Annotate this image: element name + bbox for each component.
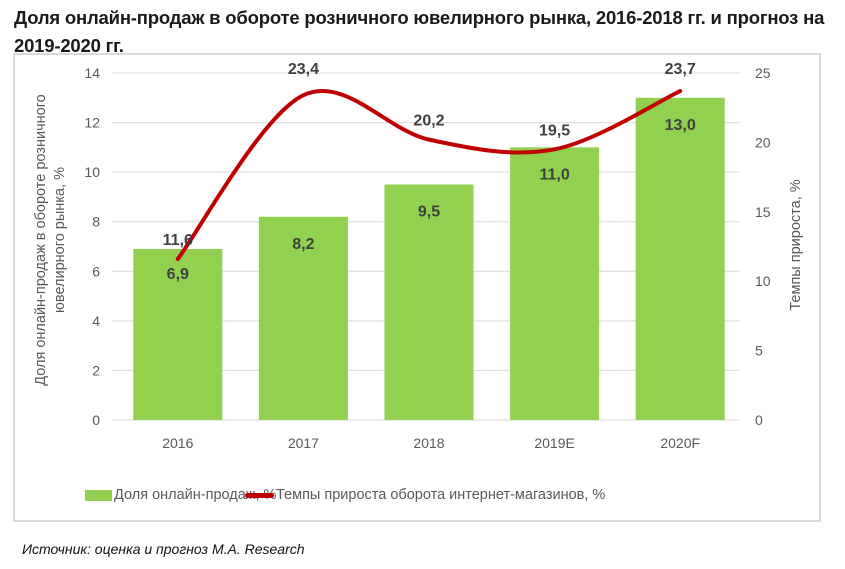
bar — [384, 184, 474, 420]
legend-swatch-bar — [85, 489, 112, 501]
y-right-tick-label: 20 — [755, 134, 771, 150]
y-tick-label: 12 — [84, 115, 100, 131]
y-axis-title: Доля онлайн-продаж в обороте розничного ю… — [33, 94, 68, 385]
x-tick-label: 2017 — [288, 435, 319, 451]
line-value-label: 11,6 — [163, 232, 193, 249]
bar-value-label: 11,0 — [539, 166, 569, 183]
chart-frame — [13, 53, 821, 522]
y-right-tick-label: 25 — [755, 65, 771, 81]
bar-value-label: 6,9 — [167, 266, 189, 283]
line-value-label: 23,7 — [665, 61, 696, 78]
y-tick-label: 6 — [92, 263, 100, 279]
bar-value-label: 13,0 — [665, 117, 696, 134]
y-right-tick-label: 15 — [755, 204, 771, 220]
y-tick-label: 4 — [92, 313, 100, 329]
y-tick-label: 8 — [92, 214, 100, 230]
x-tick-label: 2016 — [162, 435, 193, 451]
y-tick-label: 0 — [92, 412, 100, 428]
y-tick-label: 14 — [84, 65, 100, 81]
y-tick-label: 10 — [84, 164, 100, 180]
legend-swatch-line — [245, 492, 274, 498]
line-value-label: 20,2 — [413, 113, 444, 130]
line-value-label: 19,5 — [539, 122, 570, 139]
y-tick-label: 2 — [92, 362, 100, 378]
y-right-axis-title: Темпы прироста, % — [788, 179, 804, 310]
y-right-tick-label: 0 — [755, 412, 763, 428]
legend-label-line: Темпы прироста оборота интернет-магазино… — [276, 487, 606, 503]
bar — [510, 147, 600, 420]
x-tick-label: 2020F — [660, 435, 700, 451]
legend-label-bars: Доля онлайн-продаж, % — [114, 487, 277, 503]
x-tick-label: 2019E — [534, 435, 574, 451]
bar-value-label: 8,2 — [292, 236, 314, 253]
line-value-label: 23,4 — [288, 61, 319, 78]
legend-item-line: Темпы прироста оборота интернет-магазино… — [245, 487, 605, 503]
bar — [258, 216, 348, 420]
x-tick-label: 2018 — [413, 435, 444, 451]
bar — [133, 248, 223, 420]
y-right-tick-label: 10 — [755, 273, 771, 289]
source-note: Источник: оценка и прогноз М.А. Research — [22, 541, 305, 557]
bar-value-label: 9,5 — [418, 204, 440, 221]
growth-line — [175, 88, 683, 261]
chart-title: Доля онлайн-продаж в обороте розничного … — [14, 7, 825, 56]
bar — [635, 97, 725, 421]
y-right-tick-label: 5 — [755, 343, 763, 359]
legend-item-bars: Доля онлайн-продаж, % — [85, 487, 276, 503]
